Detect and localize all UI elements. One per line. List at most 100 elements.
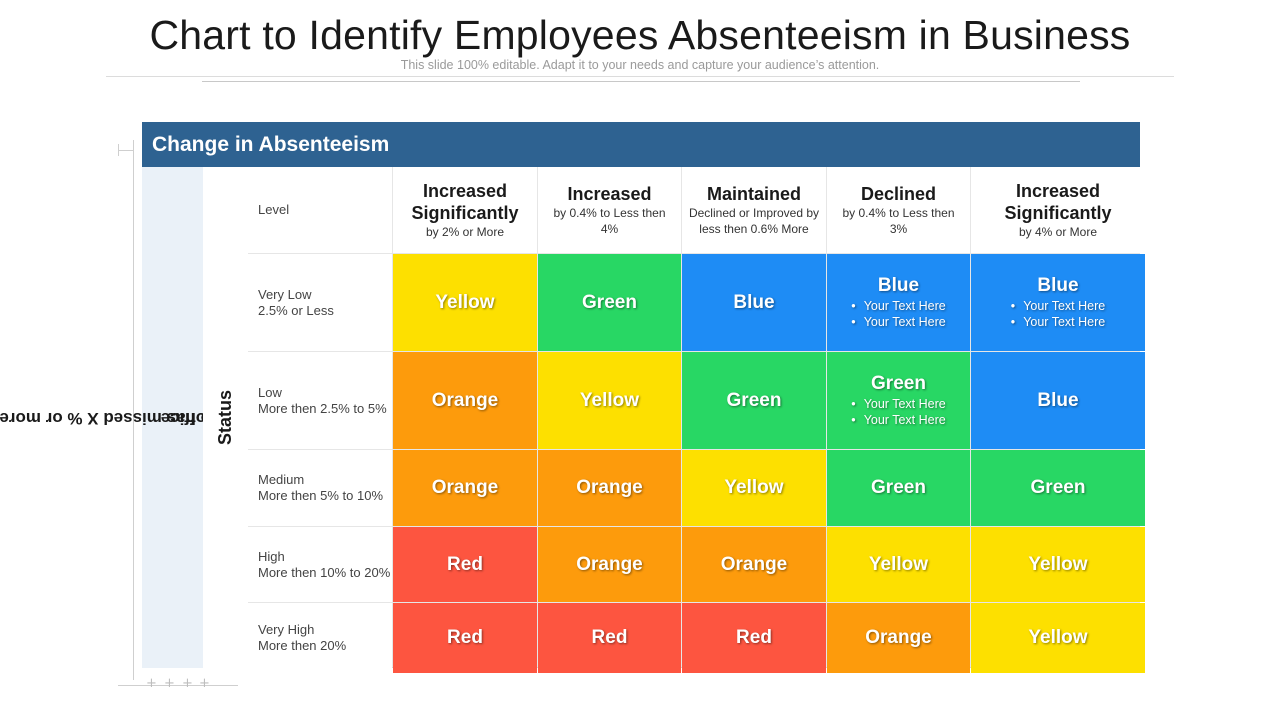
matrix-cell: Orange [538, 527, 681, 602]
plus-icon: + [164, 676, 175, 691]
row-header-0: Very Low 2.5% or Less [248, 254, 392, 351]
matrix-cell: Green [827, 450, 970, 526]
matrix-cell: Yellow [538, 352, 681, 449]
matrix-cell-label: Yellow [1028, 627, 1088, 648]
row-level-label: Very Low [258, 286, 312, 302]
matrix-cell-label: Orange [720, 553, 788, 575]
decorative-line [118, 150, 133, 151]
matrix-cell-label: Yellow [724, 477, 784, 498]
column-header-subtitle: by 2% or More [425, 225, 505, 239]
row-level-range: More then 20% [258, 638, 347, 653]
matrix-cell-label: Green [582, 291, 637, 313]
column-header-title: Maintained [706, 184, 801, 204]
matrix-cell: Orange [827, 603, 970, 673]
level-header-cell: Level [248, 167, 392, 253]
matrix-cell-label: Green [871, 477, 926, 498]
row-level-label: Very High [258, 622, 315, 637]
matrix-cell: GreenYour Text HereYour Text Here [827, 352, 970, 449]
matrix-cell-label: Green [726, 389, 782, 411]
matrix-cell: Yellow [971, 527, 1145, 602]
matrix-cell-label: Yellow [1028, 553, 1088, 575]
cell-bullet-item: Your Text Here [851, 298, 946, 314]
column-header-subtitle: by 0.4% to Less then 3% [842, 206, 955, 236]
row-header-4: Very High More then 20% [248, 603, 392, 673]
row-level-range: More then 2.5% to 5% [258, 400, 387, 416]
decorative-line [133, 140, 134, 680]
plus-icon: + [199, 676, 210, 691]
column-header-title: Increased Significantly [1004, 181, 1112, 223]
column-header-1: Increased by 0.4% to Less then 4% [538, 167, 681, 253]
column-header-2: Maintained Declined or Improved by less t… [682, 167, 826, 253]
matrix-cell-label: Blue [1037, 275, 1079, 296]
side-axis-background [142, 167, 203, 668]
cell-bullet-item: Your Text Here [851, 314, 946, 330]
column-header-title: Declined [860, 184, 937, 204]
cell-bullet-item: Your Text Here [851, 396, 946, 412]
matrix-cell-label: Yellow [435, 291, 495, 313]
matrix-cell-label: Blue [733, 291, 775, 313]
matrix-cell-label: Green [871, 373, 926, 394]
cell-bullet-list: Your Text HereYour Text Here [851, 298, 946, 330]
decorative-line [118, 144, 119, 156]
matrix-cell-label: Blue [877, 275, 920, 296]
column-header-subtitle: by 0.4% to Less then 4% [553, 206, 666, 236]
column-header-title: Increased Significantly [411, 181, 519, 223]
slide-subtitle: This slide 100% editable. Adapt it to yo… [400, 58, 880, 72]
matrix-cell: Green [971, 450, 1145, 526]
matrix-cell-label: Red [447, 627, 483, 648]
subtitle-divider [202, 81, 1080, 82]
matrix-cell: Red [682, 603, 826, 673]
row-level-label: High [258, 548, 285, 564]
matrix-cell-label: Orange [576, 553, 643, 575]
matrix-cell: Red [393, 603, 537, 673]
matrix-cell-label: Yellow [868, 553, 929, 575]
matrix-cell-label: Yellow [579, 389, 640, 411]
matrix-cell: Yellow [971, 603, 1145, 673]
row-header-1: Low More then 2.5% to 5% [248, 352, 392, 449]
cell-bullet-item: Your Text Here [1011, 314, 1105, 330]
cell-bullet-item: Your Text Here [851, 412, 946, 428]
matrix-cell: Red [393, 527, 537, 602]
matrix-cell: Orange [393, 352, 537, 449]
status-label: Status [215, 389, 236, 446]
decorative-line [118, 685, 238, 686]
absenteeism-matrix: Level Increased Significantly by 2% or Mor… [248, 167, 1145, 673]
column-header-title: Increased [567, 184, 652, 204]
cell-bullet-list: Your Text HereYour Text Here [851, 396, 946, 428]
matrix-cell: BlueYour Text HereYour Text Here [827, 254, 970, 351]
plus-icon: + [182, 676, 193, 691]
matrix-cell-label: Orange [431, 477, 499, 498]
status-column: Status [203, 167, 248, 668]
column-header-3: Declined by 0.4% to Less then 3% [827, 167, 970, 253]
matrix-cell: Orange [393, 450, 537, 526]
cell-bullet-list: Your Text HereYour Text Here [1011, 298, 1105, 330]
level-label: Level [258, 202, 290, 217]
row-level-range: More then 5% to 10% [258, 488, 384, 503]
cell-bullet-item: Your Text Here [1011, 298, 1105, 314]
matrix-cell: Orange [682, 527, 826, 602]
matrix-cell: Yellow [393, 254, 537, 351]
column-header-subtitle: by 4% or More [1018, 225, 1098, 239]
side-axis-label: % of employees who has missed X % or mor… [0, 167, 368, 668]
matrix-cell: Blue [971, 352, 1145, 449]
row-level-label: Low [258, 384, 282, 400]
column-header-4: Increased Significantly by 4% or More [971, 167, 1145, 253]
title-divider [106, 76, 1174, 77]
column-header-0: Increased Significantly by 2% or More [393, 167, 537, 253]
plus-icon: + [146, 676, 157, 691]
matrix-cell: Green [682, 352, 826, 449]
row-level-range: 2.5% or Less [258, 302, 334, 318]
matrix-cell-label: Orange [865, 627, 932, 648]
matrix-cell-label: Red [736, 627, 772, 648]
matrix-cell: Red [538, 603, 681, 673]
row-header-2: Medium More then 5% to 10% [248, 450, 392, 526]
matrix-cell: Orange [538, 450, 681, 526]
matrix-cell-label: Orange [431, 389, 499, 411]
column-header-subtitle: Declined or Improved by less then 0.6% M… [688, 206, 820, 236]
matrix-cell: Blue [682, 254, 826, 351]
matrix-cell: Yellow [827, 527, 970, 602]
matrix-cell-label: Orange [576, 477, 643, 498]
matrix-cell: Green [538, 254, 681, 351]
matrix-cell-label: Red [447, 553, 483, 575]
matrix-cell-label: Red [591, 627, 628, 648]
